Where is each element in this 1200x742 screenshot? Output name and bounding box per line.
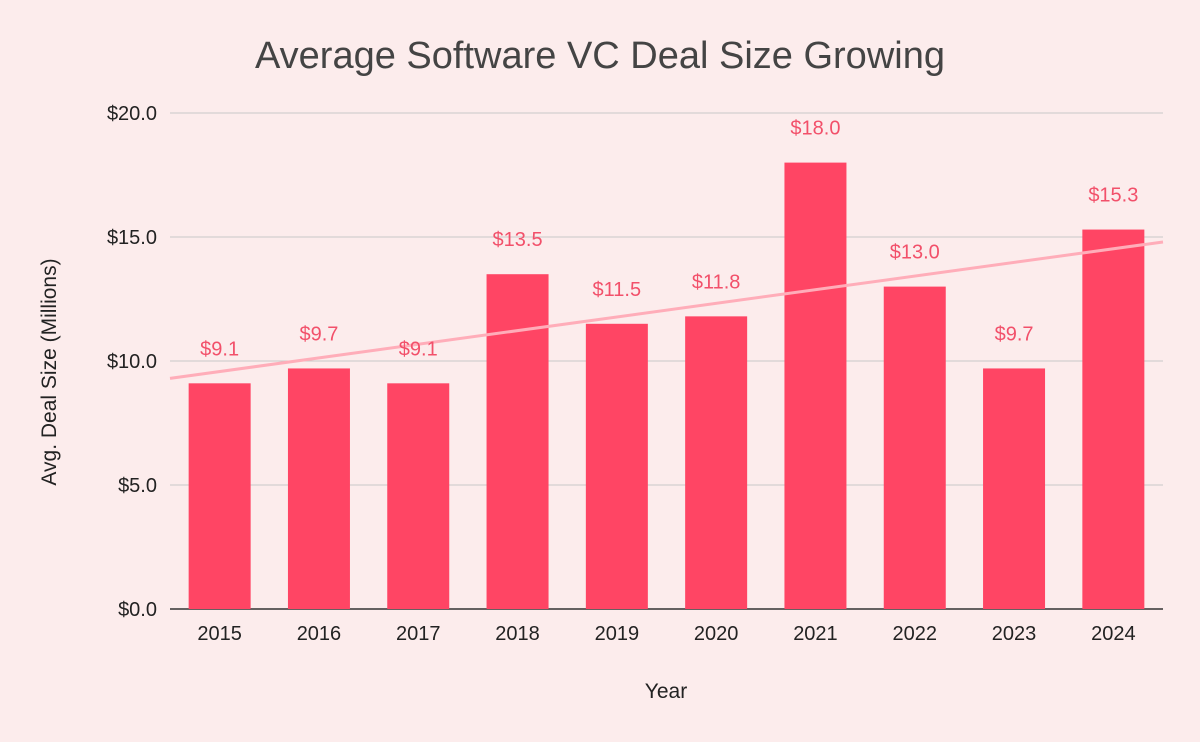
x-tick-label: 2019	[595, 623, 640, 645]
x-tick-label: 2016	[297, 623, 342, 645]
data-label: $13.0	[890, 242, 940, 264]
tick-layer: $0.0 $5.0 $10.0 $15.0 $20.0 2015 2016 2017 2018 2…	[107, 103, 1136, 645]
y-tick-label: $15.0	[107, 227, 157, 249]
data-label: $9.1	[200, 338, 239, 360]
x-tick-label: 2015	[197, 623, 242, 645]
y-tick-label: $5.0	[118, 475, 157, 497]
x-tick-label: 2017	[396, 623, 441, 645]
bar	[685, 316, 748, 609]
y-tick-label: $10.0	[107, 351, 157, 373]
chart-title: Average Software VC Deal Size Growing	[255, 35, 945, 77]
x-tick-label: 2021	[793, 623, 838, 645]
bar	[585, 323, 648, 609]
bar-layer	[188, 162, 1145, 609]
bar	[188, 383, 251, 609]
bar	[486, 274, 549, 609]
data-label: $18.0	[790, 118, 840, 140]
data-label: $9.7	[995, 323, 1034, 345]
x-tick-label: 2020	[694, 623, 739, 645]
bar	[784, 162, 847, 609]
y-tick-label: $0.0	[118, 599, 157, 621]
data-label: $9.7	[299, 323, 338, 345]
bar	[883, 286, 946, 609]
data-label: $13.5	[493, 229, 543, 251]
x-tick-label: 2018	[495, 623, 540, 645]
data-label: $15.3	[1088, 185, 1138, 207]
bar	[287, 368, 350, 609]
y-tick-label: $20.0	[107, 103, 157, 125]
data-label: $11.8	[692, 271, 741, 293]
data-label: $9.1	[399, 338, 438, 360]
x-axis-label: Year	[645, 680, 687, 703]
trend-layer	[169, 240, 1164, 380]
x-tick-label: 2023	[992, 623, 1037, 645]
x-tick-label: 2022	[893, 623, 938, 645]
bar	[387, 383, 450, 609]
bar	[983, 368, 1046, 609]
trendline	[169, 240, 1164, 380]
x-tick-label: 2024	[1091, 623, 1136, 645]
bar	[1082, 229, 1145, 609]
label-layer: $9.1 $9.7 $9.1 $13.5 $11.5 $11.8 $18.0 $13.0 $9.…	[200, 118, 1138, 361]
data-label: $11.5	[593, 279, 642, 301]
y-axis-label: Avg. Deal Size (Millions)	[38, 258, 61, 485]
